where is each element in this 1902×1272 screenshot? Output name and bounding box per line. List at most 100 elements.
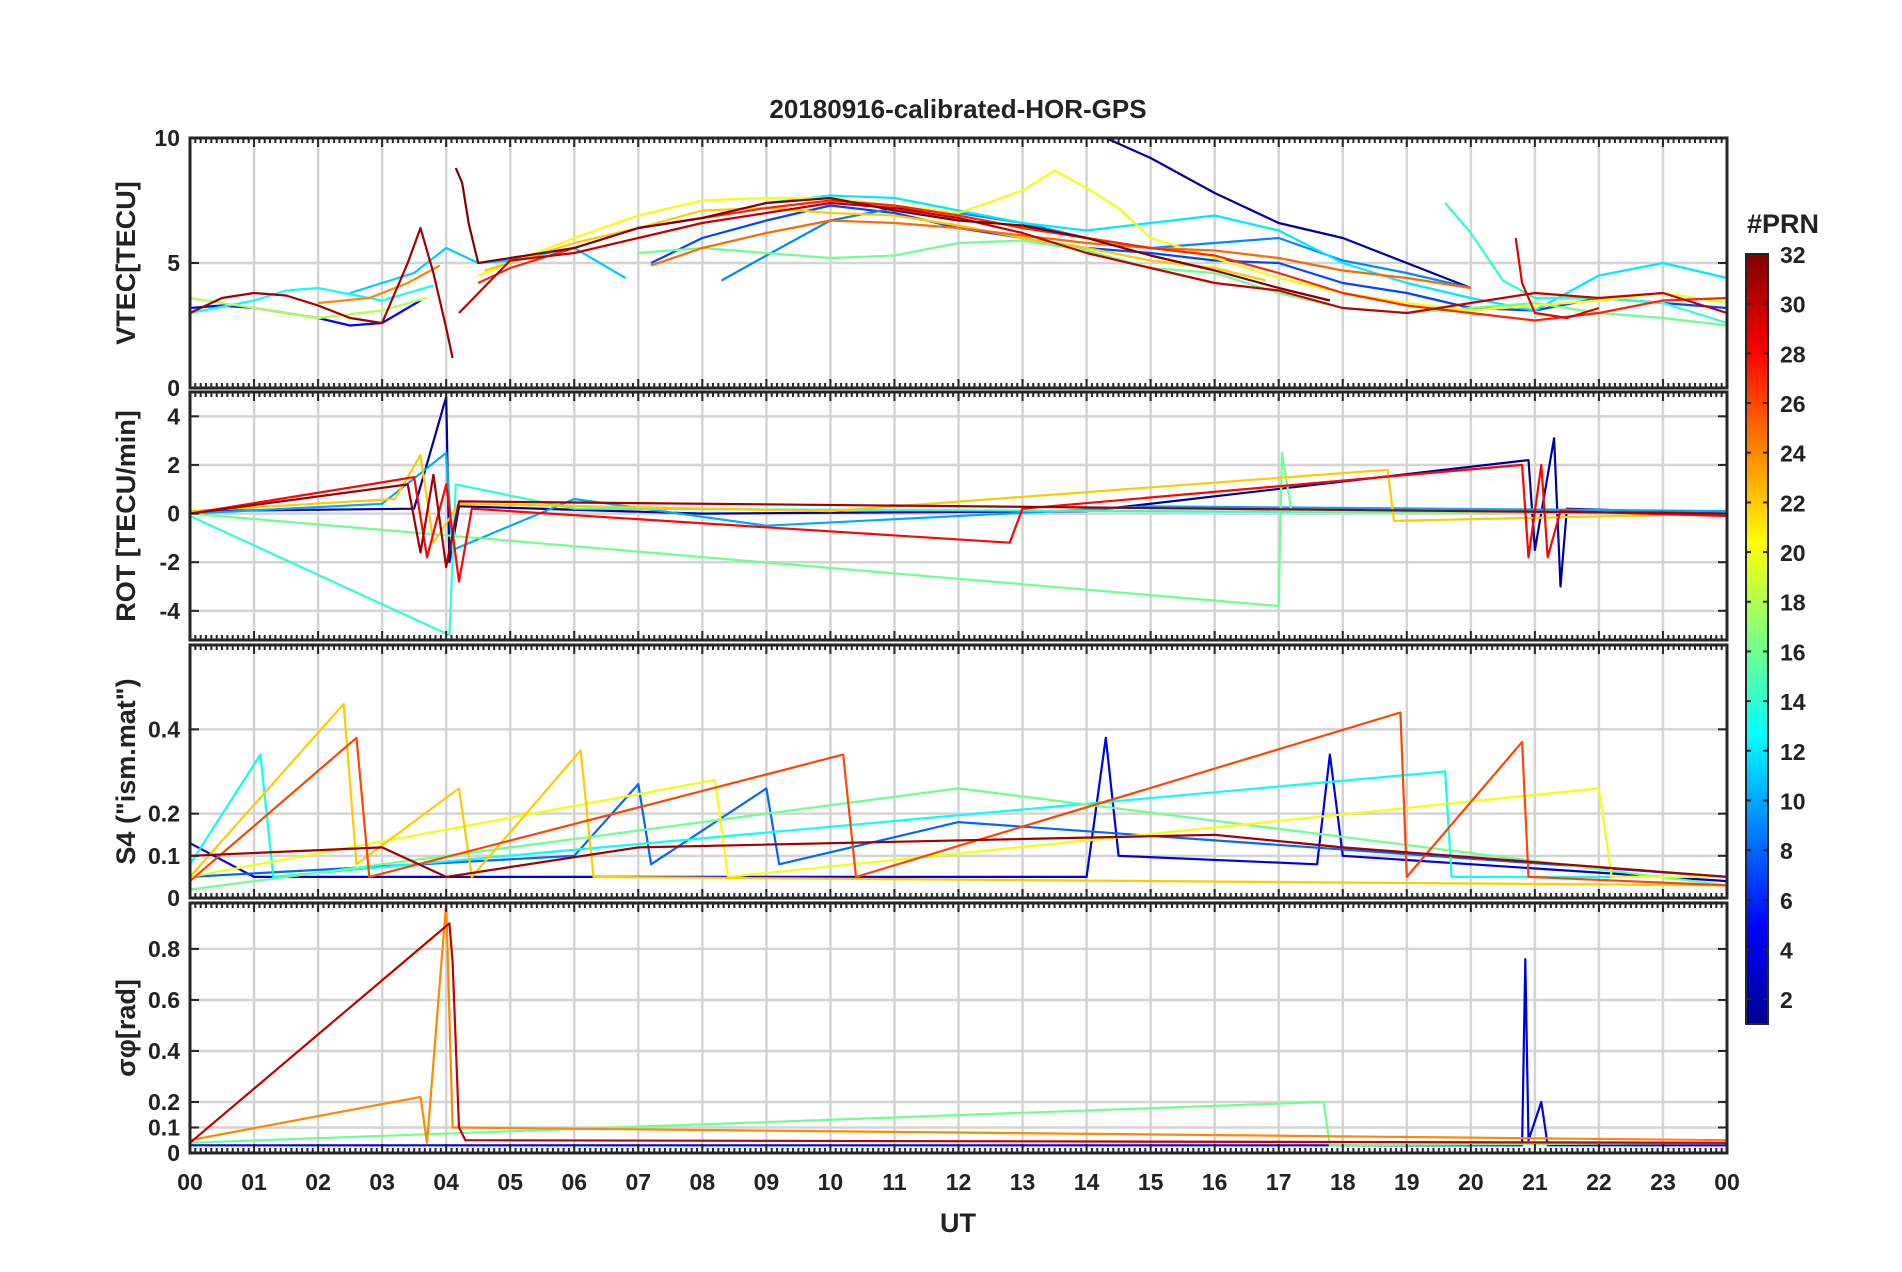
y-tick-label: 5: [167, 250, 180, 276]
series-prn-24: [189, 901, 1728, 1144]
x-tick-label: 21: [1522, 1169, 1548, 1195]
y-tick-label: 0: [167, 375, 180, 401]
colorbar-tick-label: 8: [1780, 838, 1793, 864]
series-prn-32: [454, 167, 1331, 302]
chart-title: 20180916-calibrated-HOR-GPS: [769, 94, 1146, 124]
panel-s4-series: [189, 702, 1728, 891]
x-tick-label: 07: [625, 1169, 651, 1195]
x-tick-label: 00: [177, 1169, 203, 1195]
series-prn-14: [1444, 202, 1728, 325]
colorbar-tick-label: 24: [1780, 441, 1806, 467]
series-prn-31: [189, 473, 1728, 569]
colorbar-tick-label: 12: [1780, 739, 1806, 765]
series-prn-22: [189, 702, 1728, 887]
series-prn-24: [317, 264, 441, 305]
x-tick-label: 00: [1714, 1169, 1740, 1195]
colorbar-tick-label: 18: [1780, 590, 1806, 616]
y-tick-label: 0: [167, 885, 180, 911]
x-tick-label: 18: [1330, 1169, 1356, 1195]
series-prn-22: [484, 206, 1267, 282]
y-tick-label: 0.4: [148, 716, 180, 742]
series-prn-16: [189, 451, 1728, 608]
x-axis: 00 01 02 03 04 05 06 07 08 09 10 11 12 13 14 15 16 17 18 19…: [177, 1169, 1740, 1195]
series-prn-25: [650, 219, 1471, 290]
colorbar-tick-label: 32: [1780, 242, 1806, 268]
colorbar-tick-label: 16: [1780, 639, 1806, 665]
x-tick-label: 09: [754, 1169, 780, 1195]
colorbar-tick-label: 26: [1780, 391, 1806, 417]
x-tick-label: 19: [1394, 1169, 1420, 1195]
x-tick-label: 22: [1586, 1169, 1612, 1195]
y-tick-label: -4: [160, 598, 181, 624]
series-prn-30: [189, 922, 1728, 1144]
series-prn-29: [1514, 237, 1600, 320]
series-prn-7: [650, 204, 1728, 312]
y-tick-label: 0.8: [148, 936, 180, 962]
panel-sigma_phi-grid: [190, 903, 1727, 1153]
y-tick-label: 0.2: [148, 1089, 180, 1115]
series-prn-18: [189, 296, 428, 320]
panel-vtec-grid: [190, 138, 1727, 388]
series-prn-13: [189, 753, 1727, 879]
x-tick-label: 15: [1138, 1169, 1164, 1195]
x-tick-label: 14: [1074, 1169, 1100, 1195]
series-prn-8: [189, 782, 1728, 878]
series-prn-20: [189, 778, 1727, 879]
panel-rot-ylabel: ROT [TECU/min]: [111, 410, 141, 621]
x-tick-label: 03: [369, 1169, 395, 1195]
x-tick-label: 10: [818, 1169, 844, 1195]
y-tick-label: 0.1: [148, 843, 180, 869]
series-prn-31: [189, 833, 1728, 879]
x-tick-label: 06: [561, 1169, 587, 1195]
x-tick-label: 13: [1010, 1169, 1036, 1195]
panel-s4: 0 0.1 0.2 0.4 S4 ("ism.mat"): [111, 643, 1729, 911]
panel-vtec: 0 5 10 VTEC[TECU]: [111, 125, 1729, 401]
series-prn-13: [189, 284, 434, 315]
series-prn-16: [638, 239, 1728, 327]
colorbar-tick-label: 30: [1780, 292, 1806, 318]
series-prn-14: [189, 483, 1728, 637]
series-prn-2: [1105, 136, 1472, 290]
series-prn-28: [189, 463, 1728, 583]
series-prn-4: [190, 957, 1727, 1147]
panel-sigma_phi: 00.10.2 0.4 0.6 0.8 σφ[rad]: [111, 901, 1729, 1166]
y-tick-label: 2: [167, 452, 180, 478]
series-prn-30: [458, 201, 1728, 315]
x-tick-label: 01: [241, 1169, 267, 1195]
y-tick-label: -2: [160, 549, 180, 575]
x-tick-label: 04: [433, 1169, 459, 1195]
panel-sigma_phi-ylabel: σφ[rad]: [111, 979, 141, 1077]
series-prn-10: [189, 451, 1728, 552]
y-tick-label: 0: [167, 501, 180, 527]
x-tick-label: 16: [1202, 1169, 1228, 1195]
y-tick-label: 0.4: [148, 1038, 180, 1064]
panel-s4-ylabel: S4 ("ism.mat"): [111, 678, 141, 864]
x-tick-label: 05: [497, 1169, 523, 1195]
colorbar-tick-label: 28: [1780, 341, 1806, 367]
y-tick-label: 4: [167, 403, 180, 429]
colorbar-label: #PRN: [1747, 209, 1819, 239]
colorbar-tick-label: 2: [1780, 987, 1793, 1013]
colorbar-tick-label: 10: [1780, 788, 1806, 814]
x-tick-label: 08: [690, 1169, 716, 1195]
panel-rot: -4 -2 0 2 4 ROT [TECU/min]: [111, 390, 1729, 642]
x-tick-label: 23: [1650, 1169, 1676, 1195]
panel-sigma_phi-series: [189, 901, 1728, 1147]
colorbar-tick-label: 14: [1780, 689, 1806, 715]
y-tick-label: 0: [167, 1140, 180, 1166]
y-tick-label: 10: [154, 125, 180, 151]
series-prn-12: [766, 194, 1728, 312]
x-tick-label: 12: [946, 1169, 972, 1195]
colorbar-tick-label: 6: [1780, 888, 1793, 914]
panel-vtec-series: [189, 136, 1728, 359]
x-axis-label: UT: [940, 1208, 976, 1238]
x-tick-label: 20: [1458, 1169, 1484, 1195]
y-tick-label: 0.2: [148, 801, 180, 827]
series-prn-26: [189, 711, 1728, 887]
series-prn-20: [477, 169, 1728, 312]
series-prn-16: [189, 787, 1728, 891]
